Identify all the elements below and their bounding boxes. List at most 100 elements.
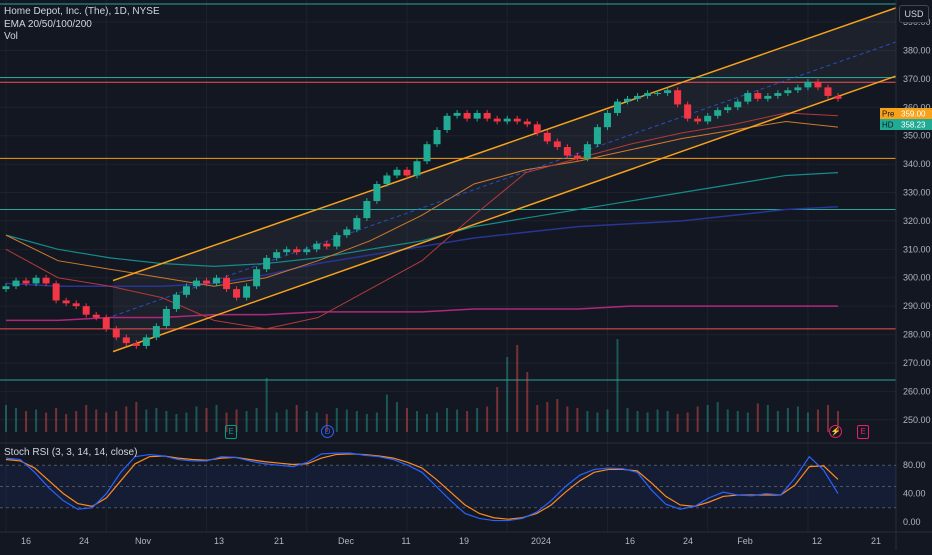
candle[interactable]	[353, 218, 361, 230]
currency-button[interactable]: USD	[899, 5, 929, 23]
candle[interactable]	[32, 277, 40, 284]
candle[interactable]	[313, 243, 321, 250]
candle[interactable]	[804, 81, 812, 88]
candle[interactable]	[644, 93, 652, 96]
candle[interactable]	[2, 286, 10, 290]
candle[interactable]	[453, 112, 461, 116]
candle[interactable]	[283, 249, 291, 253]
candle[interactable]	[553, 141, 561, 148]
candle[interactable]	[583, 144, 591, 159]
candle[interactable]	[794, 87, 802, 91]
candle[interactable]	[253, 269, 261, 287]
candle[interactable]	[674, 90, 682, 105]
candle[interactable]	[273, 252, 281, 258]
candle[interactable]	[784, 90, 792, 94]
candle[interactable]	[403, 169, 411, 176]
candle[interactable]	[243, 286, 251, 298]
candle[interactable]	[182, 286, 190, 295]
candle[interactable]	[212, 277, 221, 284]
candle[interactable]	[363, 201, 371, 219]
candle[interactable]	[814, 81, 822, 88]
candle[interactable]	[714, 110, 722, 116]
dividend-event-icon[interactable]: D	[321, 425, 334, 438]
candle[interactable]	[102, 317, 110, 329]
candle[interactable]	[533, 124, 541, 133]
candle[interactable]	[323, 243, 331, 247]
candle[interactable]	[493, 118, 501, 122]
candle[interactable]	[233, 289, 241, 298]
candle[interactable]	[443, 115, 451, 131]
candle[interactable]	[563, 147, 571, 156]
candle[interactable]	[162, 308, 170, 327]
candle[interactable]	[413, 161, 421, 176]
candle[interactable]	[122, 337, 130, 344]
candle[interactable]	[603, 112, 611, 128]
candle[interactable]	[433, 130, 441, 145]
candle[interactable]	[834, 95, 842, 99]
candle[interactable]	[684, 104, 692, 119]
candle[interactable]	[473, 112, 481, 119]
candle[interactable]	[543, 132, 551, 142]
candle[interactable]	[824, 87, 832, 96]
candle[interactable]	[343, 229, 351, 236]
price-badge[interactable]	[880, 119, 932, 130]
candle[interactable]	[172, 294, 180, 309]
candle[interactable]	[142, 337, 150, 346]
candle[interactable]	[72, 303, 80, 307]
earnings-event-icon[interactable]: E	[225, 425, 237, 439]
candle[interactable]	[383, 175, 391, 184]
candle[interactable]	[373, 183, 381, 202]
candle[interactable]	[42, 277, 50, 284]
candle[interactable]	[513, 118, 521, 122]
candle[interactable]	[92, 314, 100, 318]
stoch-rsi-label[interactable]: Stoch RSI (3, 3, 14, 14, close)	[4, 447, 138, 458]
candle[interactable]	[724, 107, 732, 111]
candle[interactable]	[423, 144, 431, 162]
candle[interactable]	[152, 326, 160, 338]
candle[interactable]	[704, 115, 712, 122]
candle[interactable]	[62, 300, 70, 304]
candle[interactable]	[202, 280, 210, 284]
lightning-event-icon[interactable]: ⚡	[829, 425, 842, 438]
candle[interactable]	[613, 101, 621, 113]
candle[interactable]	[573, 155, 581, 159]
channel-upper-line[interactable]	[112, 7, 897, 282]
candle[interactable]	[774, 93, 782, 96]
candle[interactable]	[764, 95, 772, 99]
price-badge[interactable]	[880, 108, 932, 119]
candle[interactable]	[303, 249, 311, 253]
candle[interactable]	[483, 112, 491, 119]
earnings-upcoming-icon[interactable]: E	[857, 425, 869, 439]
candle[interactable]	[654, 93, 662, 95]
candle[interactable]	[694, 118, 702, 122]
candle[interactable]	[634, 95, 642, 99]
volume-indicator-label[interactable]: Vol	[4, 31, 18, 42]
candle[interactable]	[523, 121, 531, 125]
symbol-title[interactable]: Home Depot, Inc. (The), 1D, NYSE	[4, 6, 160, 17]
channel-lower-line[interactable]	[112, 75, 897, 353]
candle[interactable]	[593, 127, 601, 145]
ema-indicator-label[interactable]: EMA 20/50/100/200	[4, 19, 92, 30]
candle[interactable]	[192, 280, 200, 287]
candle[interactable]	[333, 235, 341, 247]
candle[interactable]	[503, 118, 511, 122]
candle[interactable]	[12, 280, 20, 287]
candle[interactable]	[754, 93, 762, 99]
candle[interactable]	[22, 280, 30, 284]
candle[interactable]	[52, 283, 60, 301]
candle[interactable]	[463, 112, 471, 119]
candle[interactable]	[82, 306, 90, 315]
candle[interactable]	[132, 343, 140, 346]
candle[interactable]	[293, 249, 301, 253]
candle[interactable]	[623, 98, 632, 102]
candle[interactable]	[223, 277, 231, 290]
candle[interactable]	[112, 328, 120, 338]
candle[interactable]	[664, 90, 672, 94]
candle[interactable]	[393, 169, 401, 176]
candle[interactable]	[744, 93, 752, 102]
candle[interactable]	[734, 101, 742, 108]
candle[interactable]	[263, 257, 271, 270]
volume-bar	[25, 411, 28, 432]
